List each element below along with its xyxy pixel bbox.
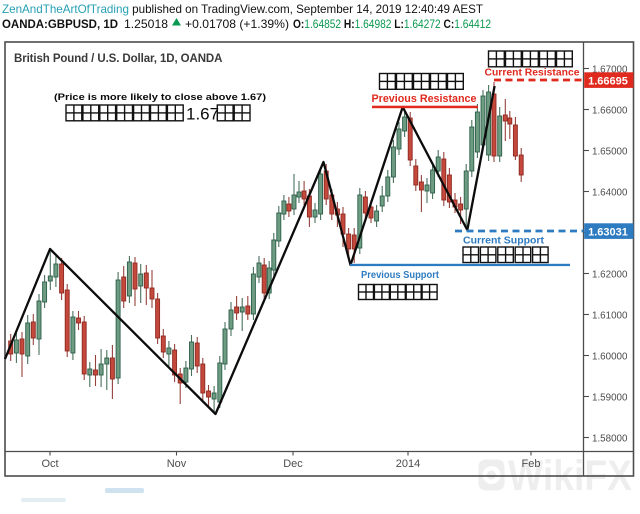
svg-text:1.60000: 1.60000 (592, 352, 628, 363)
svg-text:1.65000: 1.65000 (592, 147, 628, 158)
svg-text:1.59000: 1.59000 (592, 393, 628, 404)
svg-text:1.67000: 1.67000 (592, 65, 628, 76)
svg-text:OANDA:GBPUSD, 1D: OANDA:GBPUSD, 1D (2, 17, 118, 31)
svg-text:1.66695: 1.66695 (588, 75, 628, 87)
svg-text:Dec: Dec (283, 458, 303, 470)
svg-text:Previous Resistance: Previous Resistance (372, 93, 477, 105)
svg-text:Current Support: Current Support (463, 235, 545, 247)
svg-text:Current Resistance: Current Resistance (485, 67, 580, 79)
svg-text:1.66000: 1.66000 (592, 106, 628, 117)
svg-text:Nov: Nov (167, 458, 187, 470)
svg-text:Feb: Feb (522, 458, 541, 470)
svg-text:Oct: Oct (41, 458, 58, 470)
svg-text:+0.01708 (+1.39%): +0.01708 (+1.39%) (185, 17, 289, 31)
svg-text:O:1.64852 H:1.64982 L:1.64272: O:1.64852 H:1.64982 L:1.64272 C:1.64412 (293, 17, 491, 31)
svg-text:1.61000: 1.61000 (592, 311, 628, 322)
svg-text:Previous Support: Previous Support (361, 270, 440, 281)
svg-text:1.63031: 1.63031 (588, 226, 628, 238)
svg-text:1.25018: 1.25018 (124, 17, 168, 31)
svg-text:1.67: 1.67 (186, 105, 219, 124)
svg-text:2014: 2014 (396, 458, 420, 470)
svg-text:ZenAndTheArtOfTrading publishe: ZenAndTheArtOfTrading published on Tradi… (2, 2, 484, 16)
svg-text:1.64000: 1.64000 (592, 188, 628, 199)
svg-text:(Price is more likely to close: (Price is more likely to close above 1.6… (54, 92, 266, 103)
svg-text:1.58000: 1.58000 (592, 434, 628, 445)
svg-text:WikiFX: WikiFX (508, 452, 632, 500)
svg-text:British Pound / U.S. Dollar, 1: British Pound / U.S. Dollar, 1D, OANDA (14, 53, 222, 65)
svg-text:1.62000: 1.62000 (592, 270, 628, 281)
